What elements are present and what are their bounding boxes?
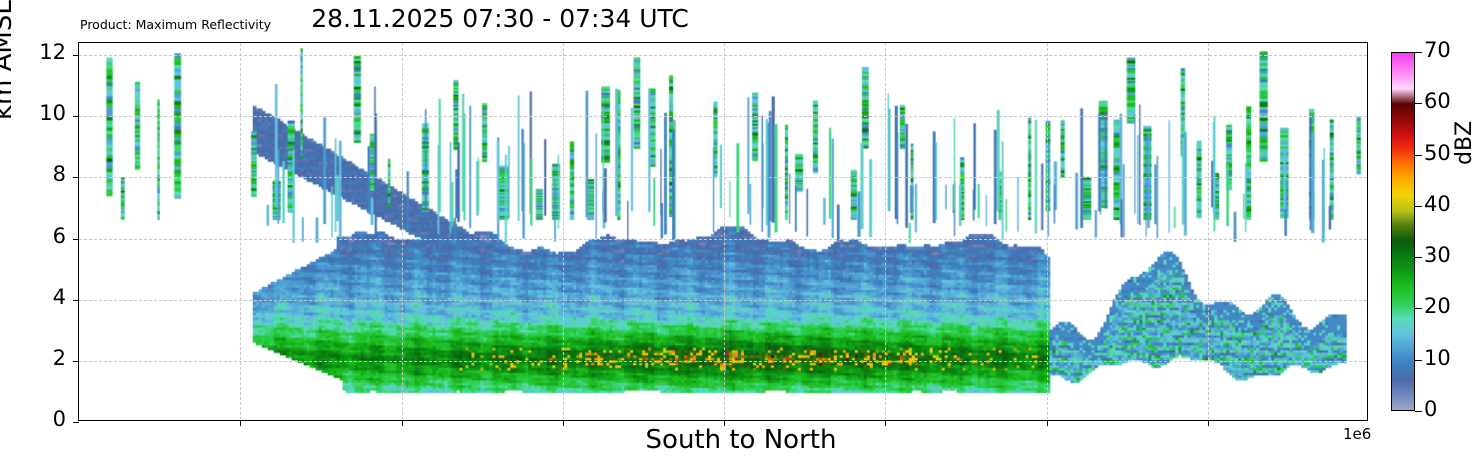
y-axis-tick-label: 0 [52,407,66,431]
y-axis-tick [73,177,79,179]
y-axis-tick-label: 12 [39,40,66,65]
y-axis-tick [73,360,79,362]
x-axis-tick [1207,420,1209,426]
y-axis-tick-label: 6 [52,223,66,248]
y-axis-tick [73,299,79,301]
colorbar-tick-label: 0 [1424,397,1438,421]
colorbar-tick [1415,52,1422,53]
gridline-vertical [240,43,242,420]
colorbar-tick [1415,308,1422,310]
gridline-vertical [1207,43,1210,420]
colorbar-gradient [1392,53,1414,410]
y-axis-tick [73,116,79,118]
gridline-vertical [562,43,565,420]
y-axis-tick-label: 8 [52,162,66,187]
colorbar-tick-label: 40 [1424,191,1451,216]
y-axis-tick [73,422,79,423]
colorbar-tick [1415,154,1422,156]
x-axis-tick [724,420,725,426]
gridline-horizontal [79,238,1367,241]
colorbar-tick [1415,205,1422,207]
colorbar-tick-label: 60 [1424,89,1451,114]
colorbar-tick [1415,103,1422,105]
gridline-horizontal [79,55,1367,57]
reflectivity-heatmap [79,43,1367,420]
colorbar-tick-label: 10 [1424,345,1451,370]
gridline-horizontal [79,116,1367,118]
gridline-horizontal [79,299,1367,302]
gridline-vertical [1046,43,1049,420]
x-axis-label: South to North [645,425,837,455]
gridline-horizontal [79,360,1367,363]
page-title: 28.11.2025 07:30 - 07:34 UTC [311,4,689,33]
gridline-vertical [401,43,404,420]
y-axis-tick [73,55,79,57]
x-axis-tick [1046,420,1048,426]
colorbar-tick-label: 30 [1424,243,1451,268]
x-axis-tick [885,420,887,426]
product-label: Product: Maximum Reflectivity [80,17,272,32]
y-axis-tick-label: 4 [52,284,66,309]
colorbar-tick-label: 70 [1424,38,1451,62]
colorbar-tick [1415,359,1422,361]
colorbar-tick-label: 50 [1424,140,1451,165]
colorbar [1391,52,1415,411]
x-axis-tick [240,420,242,426]
y-axis-tick [73,238,79,240]
gridline-vertical [724,43,726,420]
colorbar-tick [1415,411,1422,412]
x-axis-offset-text: 1e6 [1343,425,1372,443]
x-axis-tick [401,420,403,426]
colorbar-title: dBZ [1452,120,1477,165]
colorbar-tick-label: 20 [1424,294,1451,319]
gridline-horizontal [79,177,1367,179]
y-axis-tick-label: 10 [39,101,66,126]
x-axis-tick [562,420,564,426]
colorbar-tick [1415,257,1422,259]
y-axis-tick-label: 2 [52,345,66,370]
gridline-vertical [885,43,887,420]
radar-cross-section-plot [73,42,1368,426]
